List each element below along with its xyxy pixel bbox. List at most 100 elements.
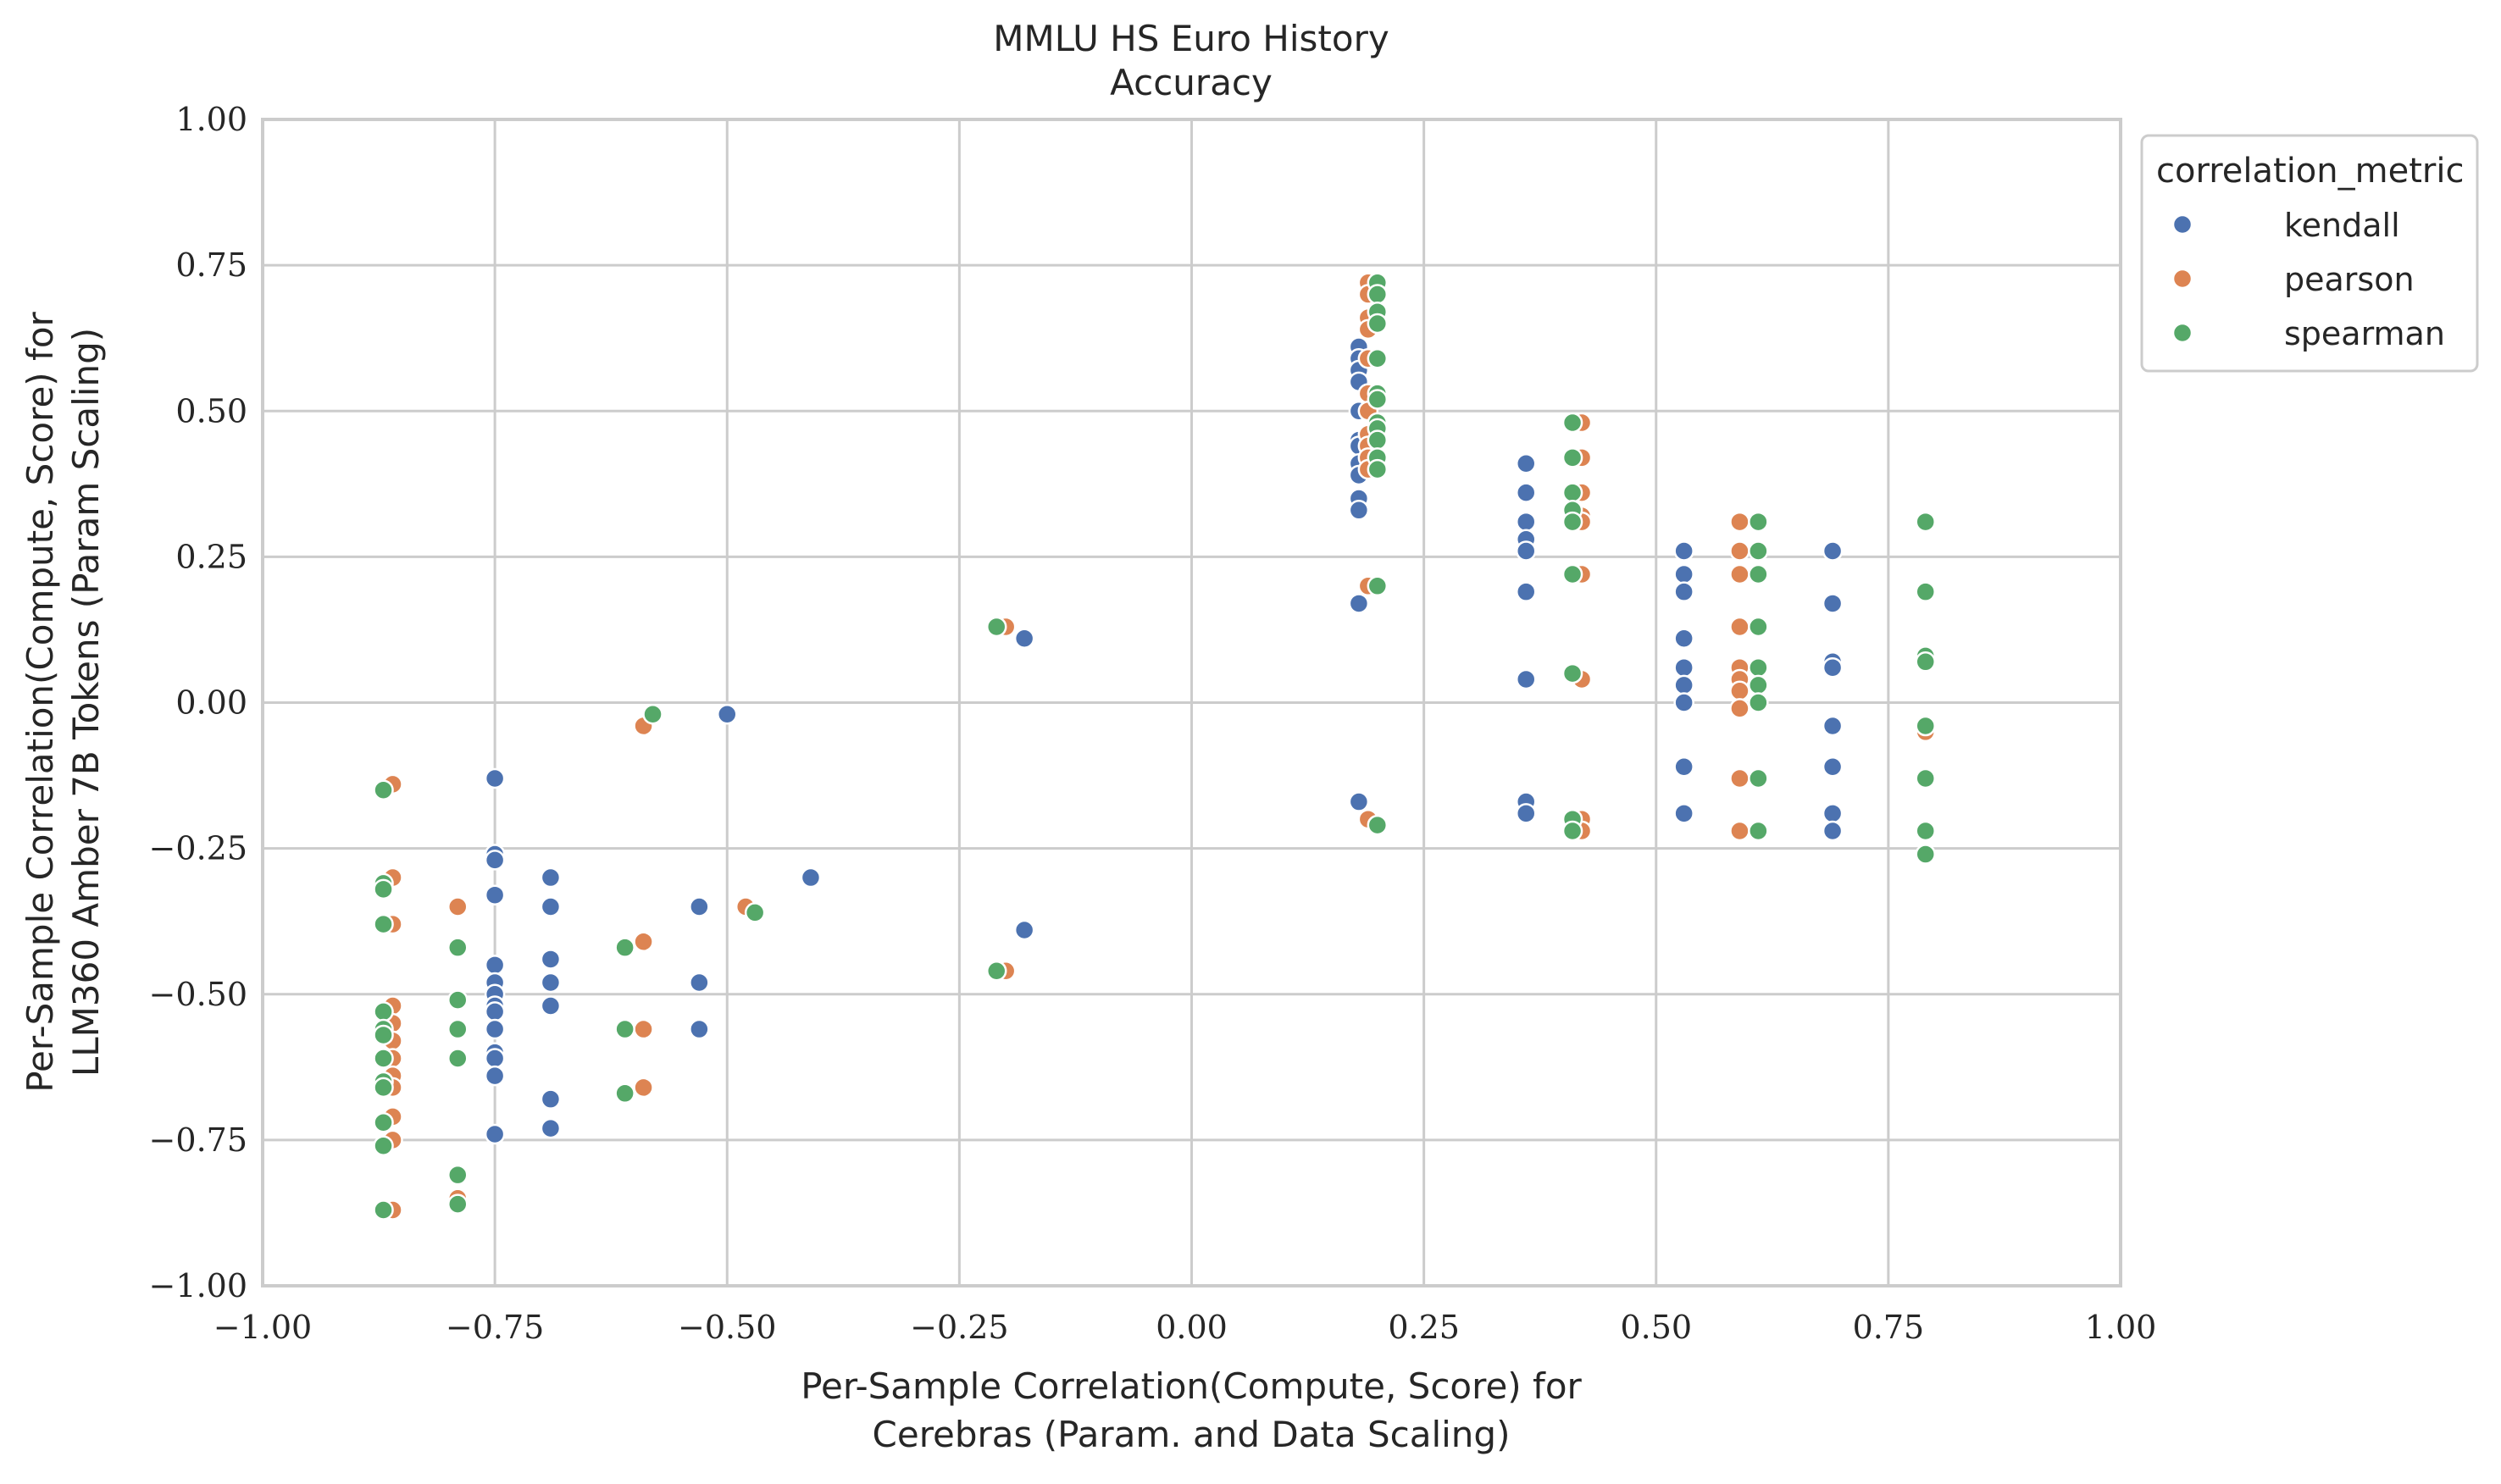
data-point-kendall: [1515, 668, 1537, 690]
x-tick-label: −1.00: [214, 1309, 312, 1346]
legend-title: correlation_metric: [2156, 152, 2464, 191]
y-tick-label: 0.75: [175, 246, 247, 284]
data-point-spearman: [1915, 581, 1936, 602]
data-point-kendall: [1822, 593, 1844, 614]
data-point-spearman: [1561, 447, 1583, 468]
data-point-spearman: [373, 1001, 394, 1022]
y-tick-label: 1.00: [175, 101, 247, 138]
data-point-kendall: [1822, 803, 1844, 824]
legend-marker-spearman: [2171, 322, 2193, 344]
legend-label-pearson: pearson: [2284, 261, 2415, 298]
data-point-spearman: [1561, 482, 1583, 503]
data-point-spearman: [642, 704, 663, 725]
x-axis-label-line-1: Per-Sample Correlation(Compute, Score) f…: [801, 1365, 1582, 1407]
data-point-kendall: [1515, 581, 1537, 602]
data-point-spearman: [1748, 674, 1769, 696]
data-point-spearman: [1748, 511, 1769, 533]
data-point-spearman: [1915, 820, 1936, 842]
x-tick-label: 0.50: [1620, 1309, 1692, 1346]
data-point-spearman: [1748, 767, 1769, 789]
data-point-kendall: [1673, 803, 1694, 824]
data-point-pearson: [1729, 680, 1750, 701]
data-point-spearman: [1561, 820, 1583, 842]
data-point-spearman: [1915, 767, 1936, 789]
data-point-spearman: [373, 878, 394, 900]
data-point-kendall: [484, 884, 506, 905]
data-point-pearson: [1729, 563, 1750, 585]
data-point-kendall: [484, 955, 506, 976]
data-point-pearson: [633, 1018, 654, 1040]
data-point-spearman: [614, 937, 635, 958]
data-point-kendall: [540, 1117, 562, 1139]
series-kendall: [484, 336, 1844, 1145]
data-point-spearman: [373, 779, 394, 801]
data-point-spearman: [985, 960, 1007, 982]
x-tick-label: −0.50: [678, 1309, 776, 1346]
data-point-spearman: [1561, 563, 1583, 585]
data-point-kendall: [1673, 581, 1694, 602]
data-point-spearman: [614, 1083, 635, 1105]
y-tick-label: 0.50: [175, 392, 247, 429]
data-point-spearman: [447, 1018, 469, 1040]
x-tick-label: 0.25: [1388, 1309, 1460, 1346]
data-point-kendall: [1822, 656, 1844, 678]
y-tick-label: −0.50: [149, 976, 247, 1013]
data-point-kendall: [1673, 563, 1694, 585]
data-point-kendall: [1822, 540, 1844, 562]
data-point-spearman: [985, 616, 1007, 638]
data-point-spearman: [614, 1018, 635, 1040]
data-point-spearman: [1748, 616, 1769, 638]
legend-marker-kendall: [2171, 213, 2193, 235]
data-point-pearson: [633, 1077, 654, 1099]
legend-marker-pearson: [2171, 268, 2193, 290]
data-point-kendall: [1673, 692, 1694, 713]
data-point-spearman: [1748, 820, 1769, 842]
x-axis-label-line-2: Cerebras (Param. and Data Scaling): [873, 1414, 1511, 1455]
data-point-spearman: [373, 1111, 394, 1133]
data-point-spearman: [447, 937, 469, 958]
data-point-kendall: [1822, 715, 1844, 737]
data-point-kendall: [1515, 482, 1537, 503]
data-point-spearman: [1367, 389, 1389, 410]
data-point-kendall: [1348, 593, 1370, 614]
data-point-kendall: [1013, 919, 1035, 941]
data-point-spearman: [1561, 511, 1583, 533]
data-point-kendall: [1822, 820, 1844, 842]
series-spearman: [373, 272, 1936, 1221]
data-point-kendall: [540, 896, 562, 917]
data-point-spearman: [1561, 662, 1583, 684]
data-point-kendall: [540, 1088, 562, 1110]
data-point-kendall: [484, 1065, 506, 1087]
y-tick-label: 0.25: [175, 538, 247, 575]
data-point-kendall: [484, 1001, 506, 1022]
y-tick-label: −0.25: [149, 830, 247, 867]
data-point-spearman: [1748, 656, 1769, 678]
data-point-kendall: [1348, 500, 1370, 521]
data-point-spearman: [1561, 412, 1583, 434]
data-point-kendall: [689, 972, 710, 994]
data-point-spearman: [744, 902, 766, 923]
chart-subtitle: Accuracy: [1110, 62, 1273, 103]
data-point-kendall: [1515, 803, 1537, 824]
data-point-kendall: [484, 850, 506, 871]
data-point-kendall: [1822, 756, 1844, 778]
data-point-spearman: [373, 1048, 394, 1069]
data-point-pearson: [447, 896, 469, 917]
data-point-spearman: [1367, 458, 1389, 480]
data-point-spearman: [1915, 651, 1936, 673]
y-axis-label-line-1: Per-Sample Correlation(Compute, Score) f…: [19, 311, 61, 1092]
data-point-spearman: [1915, 715, 1936, 737]
x-tick-label: −0.25: [910, 1309, 1008, 1346]
data-point-kendall: [540, 949, 562, 970]
data-point-kendall: [1348, 791, 1370, 812]
y-tick-label: −1.00: [149, 1267, 247, 1304]
data-point-kendall: [1515, 540, 1537, 562]
data-point-pearson: [1729, 616, 1750, 638]
x-tick-label: 0.00: [1156, 1309, 1228, 1346]
data-point-kendall: [689, 1018, 710, 1040]
x-tick-label: 1.00: [2085, 1309, 2157, 1346]
data-point-pearson: [1729, 511, 1750, 533]
data-point-spearman: [373, 1199, 394, 1221]
data-point-kendall: [484, 1123, 506, 1145]
